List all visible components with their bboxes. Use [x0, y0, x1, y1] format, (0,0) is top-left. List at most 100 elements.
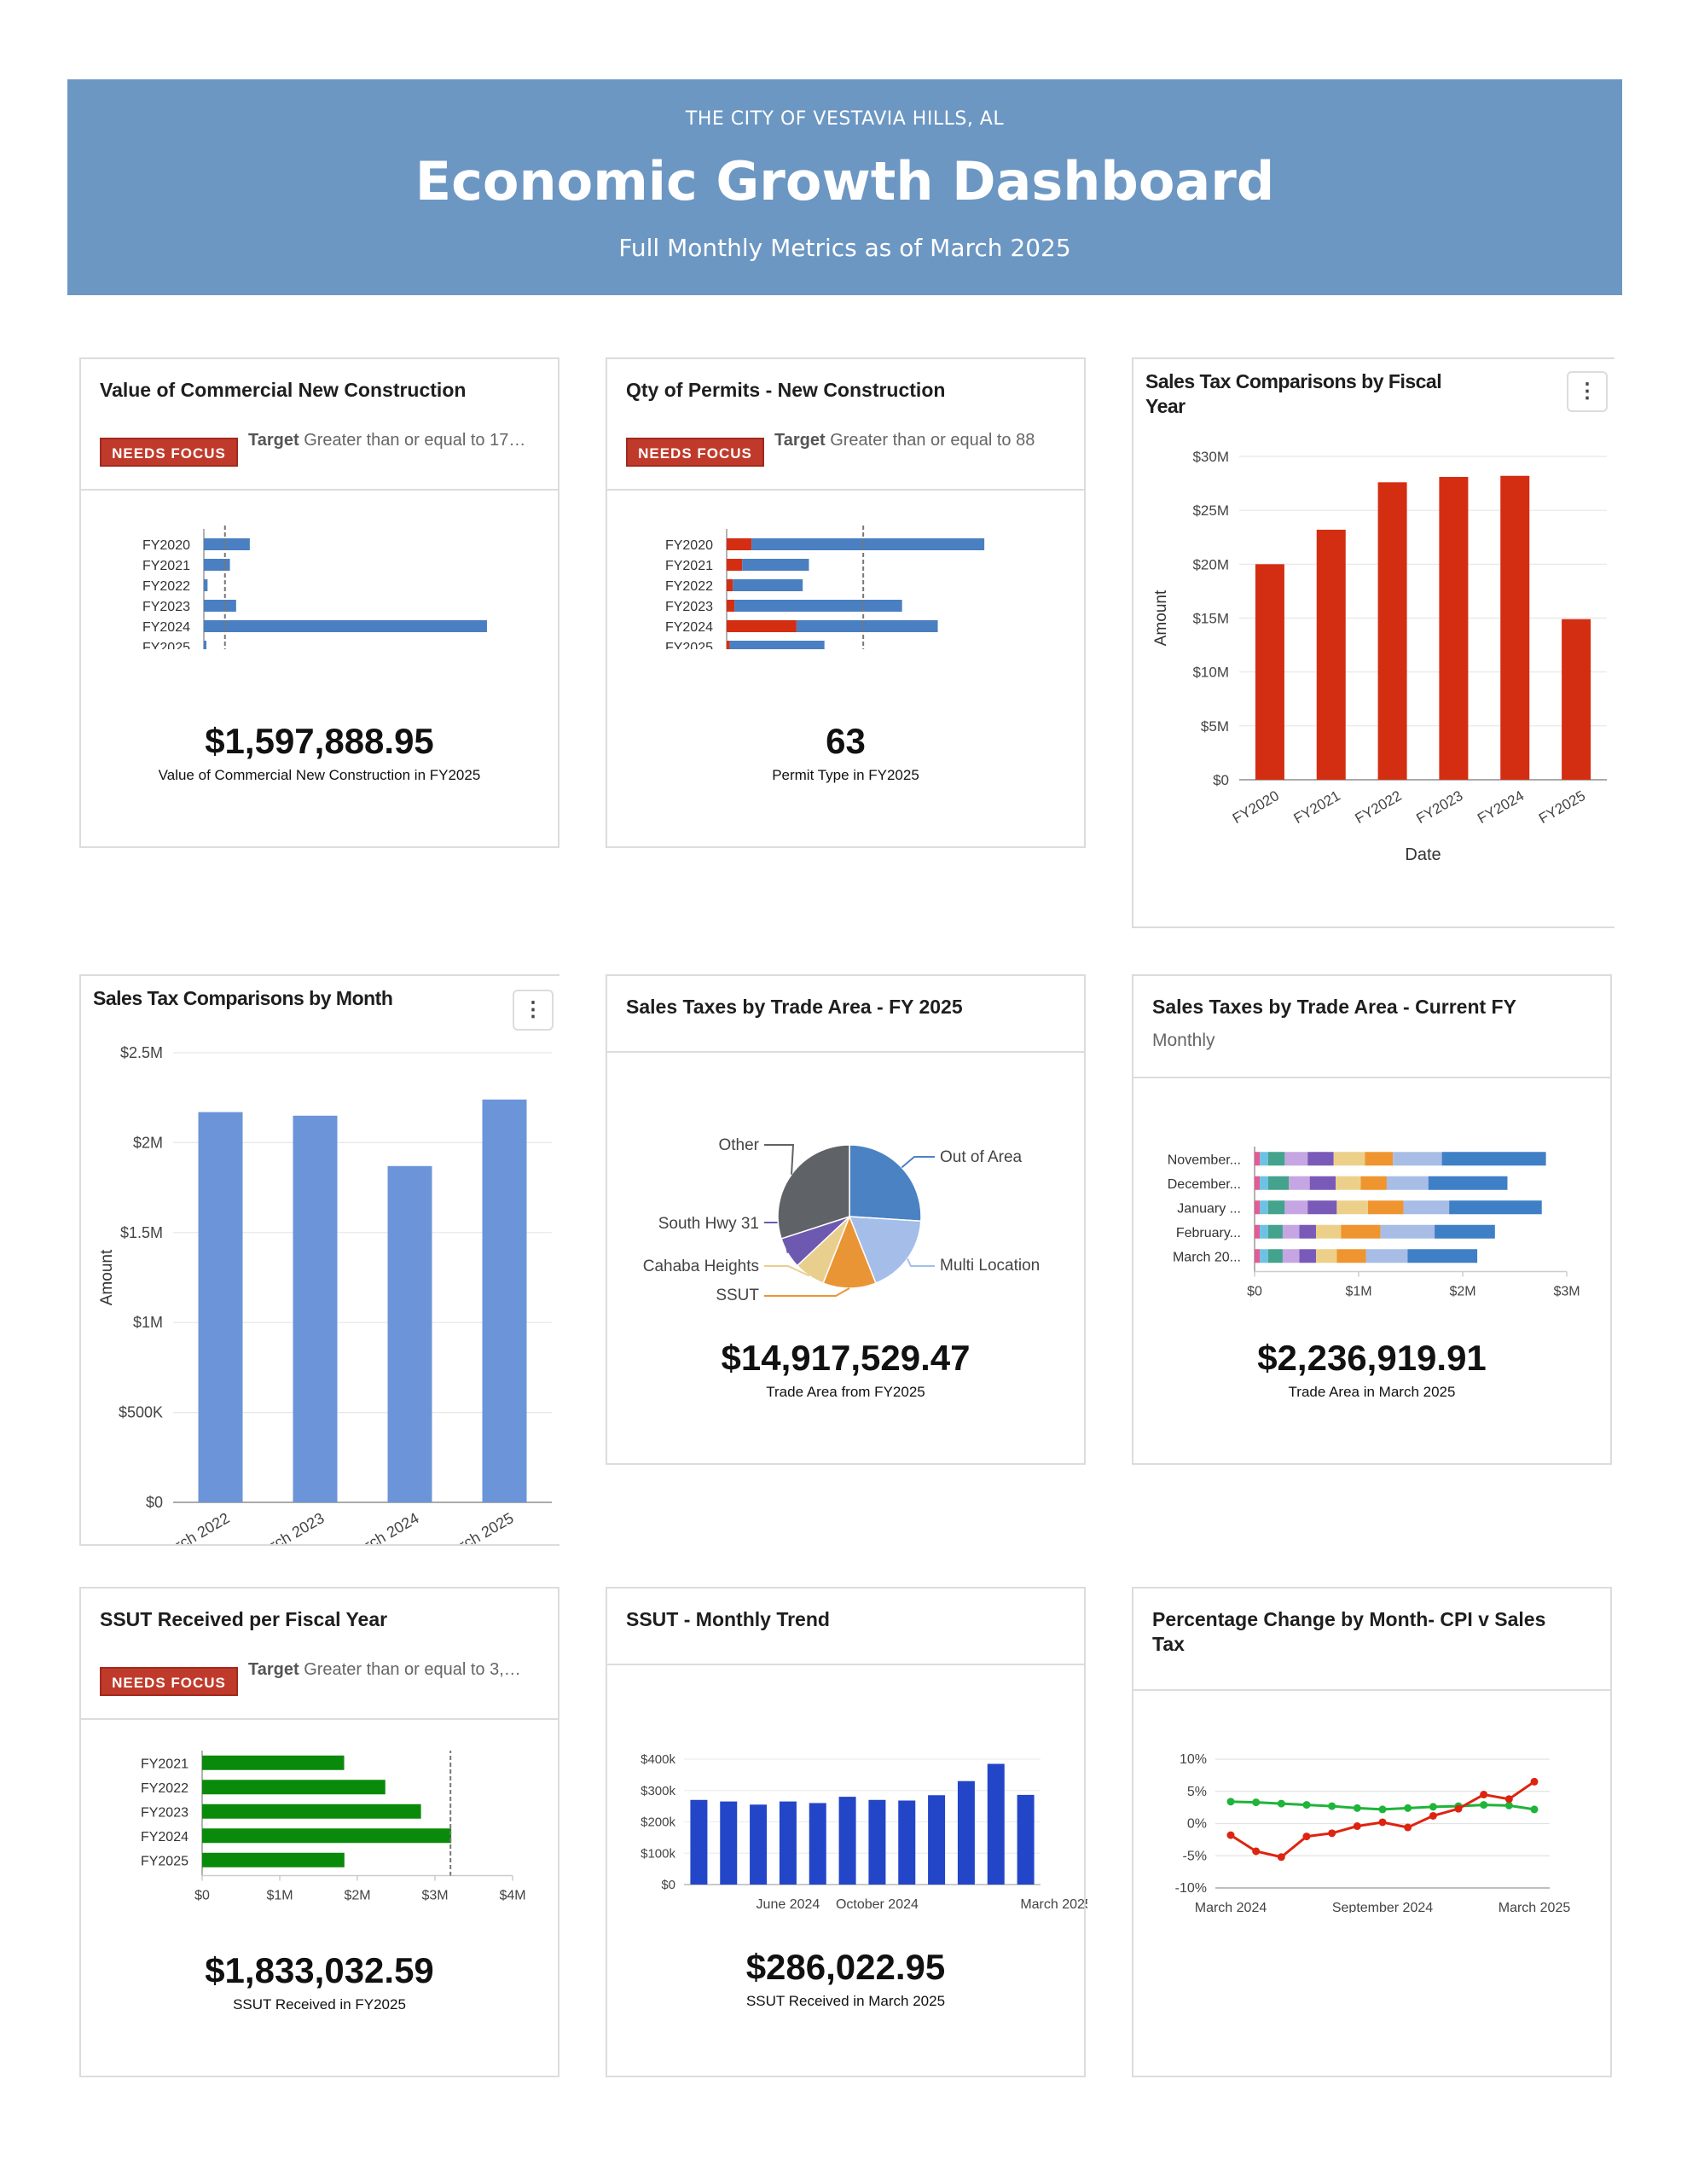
bar — [868, 1799, 886, 1885]
bar-segment — [1428, 1176, 1508, 1190]
kpi-label: Trade Area from FY2025 — [766, 1384, 925, 1400]
target-label: Target — [248, 431, 299, 450]
x-tick-label: $0 — [1247, 1285, 1262, 1299]
pie-slice — [777, 1144, 850, 1240]
bar-segment — [1260, 1249, 1268, 1263]
card-title: Sales Tax Comparisons by Fiscal Year — [1145, 370, 1442, 417]
cpi-vs-sales-tax-chart[interactable]: -10% -5% 0% 5% 10% March 2024 September 2024 Ma… — [1133, 1742, 1614, 1913]
y-tick-label: $30M — [1192, 449, 1229, 465]
kpi-label: Value of Commercial New Construction in … — [158, 767, 481, 783]
x-axis-label: Date — [1405, 845, 1441, 864]
ssut-trend-chart[interactable]: $0 $100k $200k $300k $400k June 2024 October 2… — [607, 1742, 1087, 1913]
bar-segment — [1393, 1152, 1442, 1166]
card-divider — [1133, 1077, 1610, 1078]
x-tick-label: March 2025 — [438, 1509, 516, 1544]
sales-tax-month-chart[interactable]: $0 $500K $1M $1.5M $2M $2.5M March 2022 March 2… — [81, 1041, 561, 1544]
trade-area-pie-chart[interactable]: Out of Area Multi Location SSUT Cahaba Heig… — [607, 1138, 1087, 1309]
target-value: Greater than or equal to 3,… — [304, 1660, 521, 1679]
x-tick-label: FY2020 — [1230, 787, 1282, 827]
card-title: Sales Tax Comparisons by Month — [93, 987, 393, 1009]
y-tick-label: $0 — [146, 1494, 163, 1511]
y-tick-label: $10M — [1192, 665, 1229, 681]
category-label: FY2021 — [665, 559, 713, 573]
card-title: Value of Commercial New Construction — [100, 379, 467, 401]
category-label: FY2025 — [142, 641, 190, 649]
bar-segment — [1407, 1249, 1478, 1263]
card-ssut-fy[interactable]: SSUT Received per Fiscal Year NEEDS FOCU… — [79, 1587, 559, 2077]
permits-chart[interactable]: 050100150200FY2020FY2021FY2022FY2023FY20… — [607, 521, 1087, 649]
dashboard-header: THE CITY OF VESTAVIA HILLS, AL Economic … — [67, 79, 1622, 295]
card-permits[interactable]: Qty of Permits - New Construction NEEDS … — [606, 357, 1086, 848]
bar — [202, 1755, 345, 1770]
pie-leader-line — [764, 1265, 810, 1277]
bar-segment — [1289, 1176, 1310, 1190]
card-divider — [607, 1664, 1084, 1665]
y-tick-label: $25M — [1192, 502, 1229, 519]
card-title: Qty of Permits - New Construction — [626, 379, 946, 401]
commercial-construction-chart[interactable]: $0$50M$100M$150M$200M$250MFY2020FY2021FY… — [81, 521, 561, 649]
data-point — [1429, 1803, 1437, 1811]
bar-segment — [1299, 1224, 1316, 1239]
data-point — [1277, 1799, 1285, 1808]
bar-segment — [1307, 1152, 1334, 1166]
y-tick-label: $400k — [641, 1752, 675, 1767]
data-point — [1252, 1847, 1261, 1856]
y-tick-label: $2.5M — [120, 1044, 163, 1061]
category-label: FY2023 — [141, 1805, 188, 1820]
data-point — [1226, 1798, 1235, 1806]
category-label: FY2023 — [142, 600, 190, 614]
bar-segment — [1260, 1152, 1268, 1166]
y-axis-label: Amount — [98, 1249, 116, 1305]
x-tick-label: June 2024 — [757, 1897, 820, 1912]
bar-segment — [742, 559, 809, 571]
y-tick-label: $200k — [641, 1815, 675, 1830]
pie-label: Cahaba Heights — [643, 1258, 759, 1275]
data-point — [1252, 1798, 1261, 1807]
ssut-fy-chart[interactable]: $0 $1M $2M $3M $4M FY2021 FY2022 FY2023 FY2024 FY… — [81, 1751, 561, 1921]
bar — [690, 1799, 708, 1885]
bar — [387, 1165, 432, 1502]
data-point — [1302, 1801, 1311, 1809]
y-tick-label: -5% — [1183, 1849, 1207, 1863]
kpi-value: $2,236,919.91 — [1257, 1338, 1487, 1378]
bar — [838, 1797, 856, 1885]
target-value: Greater than or equal to 88 — [830, 431, 1035, 450]
pie-leader-line — [764, 1287, 850, 1297]
trade-area-monthly-chart[interactable]: $0 $1M $2M $3M November... December... January… — [1133, 1147, 1614, 1317]
bar-segment — [727, 641, 730, 649]
bar-segment — [1282, 1249, 1300, 1263]
bar — [1439, 477, 1469, 780]
bar-segment — [1267, 1249, 1283, 1263]
card-commercial-construction[interactable]: Value of Commercial New Construction NEE… — [79, 357, 559, 848]
pie-label: Other — [718, 1138, 759, 1154]
kpi-label: Trade Area in March 2025 — [1288, 1384, 1456, 1400]
data-point — [1504, 1795, 1513, 1804]
x-tick-label: March 2025 — [1020, 1897, 1087, 1912]
data-point — [1404, 1804, 1412, 1812]
more-options-icon[interactable]: ⋮ — [513, 990, 554, 1031]
card-sales-tax-month[interactable]: Sales Tax Comparisons by Month ⋮ $0 $500K… — [79, 974, 559, 1546]
bar — [204, 538, 250, 550]
bar-segment — [1336, 1176, 1361, 1190]
bar — [204, 559, 230, 571]
page-subtitle: Full Monthly Metrics as of March 2025 — [618, 234, 1071, 262]
bar — [204, 579, 208, 591]
bar — [1255, 564, 1284, 780]
data-point — [1480, 1791, 1488, 1799]
bar — [202, 1804, 421, 1819]
more-options-icon[interactable]: ⋮ — [1567, 371, 1608, 412]
card-trade-area-fy[interactable]: Sales Taxes by Trade Area - FY 2025 Out … — [606, 974, 1086, 1465]
card-ssut-trend[interactable]: SSUT - Monthly Trend $0 $100k $200k $300k $4… — [606, 1587, 1087, 2077]
card-sales-tax-fy[interactable]: Sales Tax Comparisons by Fiscal Year ⋮ $… — [1132, 357, 1615, 928]
bar — [987, 1763, 1005, 1885]
card-cpi-vs-sales-tax[interactable]: Percentage Change by Month- CPI v Sales … — [1132, 1587, 1612, 2077]
x-tick-label: March 2024 — [343, 1509, 421, 1544]
y-tick-label: -10% — [1175, 1881, 1207, 1896]
bar — [1500, 475, 1530, 780]
bar-segment — [727, 559, 743, 571]
bar-segment — [729, 641, 825, 649]
card-trade-area-current[interactable]: Sales Taxes by Trade Area - Current FY M… — [1132, 974, 1612, 1465]
y-tick-label: $1M — [133, 1314, 163, 1331]
kpi-value: $1,597,888.95 — [205, 721, 434, 761]
